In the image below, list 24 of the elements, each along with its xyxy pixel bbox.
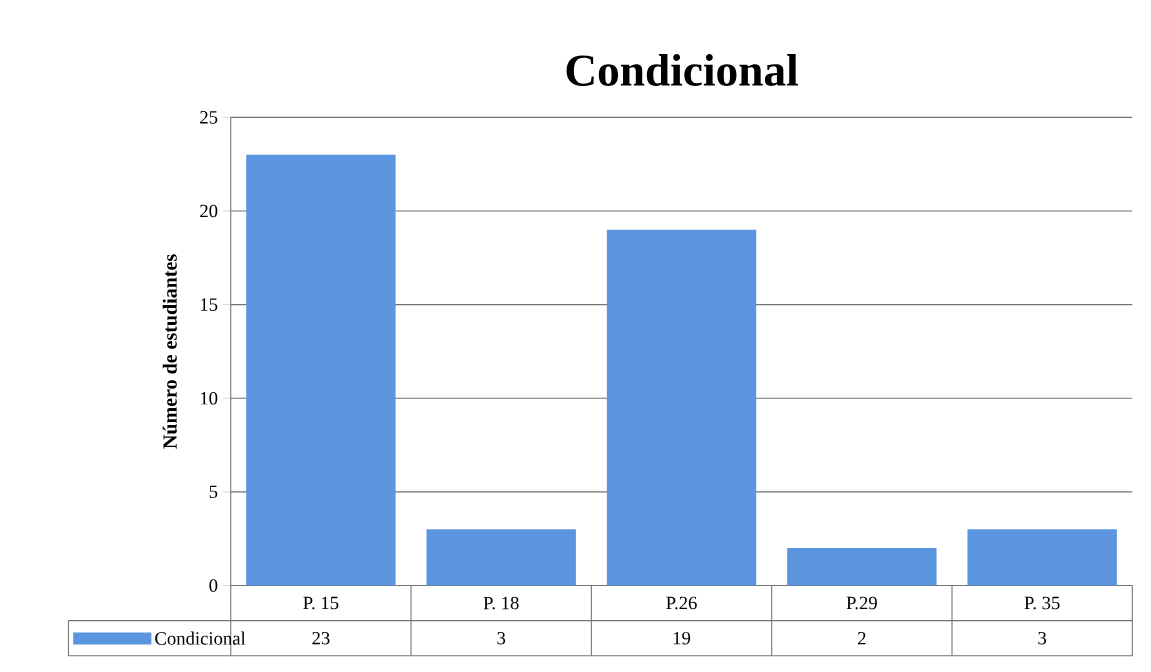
legend-label: Condicional [155, 631, 246, 645]
y-tick-label: 10 [200, 391, 218, 405]
bar [967, 529, 1117, 586]
chart-title: Condicional [566, 53, 798, 86]
data-label: 3 [1038, 631, 1047, 645]
data-label: 3 [497, 631, 506, 645]
bar [426, 529, 576, 586]
y-tick-label: 20 [200, 204, 218, 218]
data-label: 19 [673, 631, 691, 645]
data-label: 23 [312, 631, 330, 645]
bar [246, 154, 396, 586]
y-tick-label: 5 [209, 485, 218, 498]
data-label: 2 [857, 631, 866, 645]
x-tick-label: P.29 [846, 596, 877, 610]
bar [787, 547, 937, 586]
bar [606, 229, 757, 586]
x-tick-label: P. 15 [303, 596, 339, 610]
x-tick-label: P. 35 [1024, 596, 1060, 610]
y-axis-title: Número de estudiantes [162, 254, 177, 449]
x-tick-label: P.26 [666, 596, 697, 610]
y-tick-label: 15 [200, 298, 218, 311]
y-tick-label: 25 [200, 111, 218, 124]
y-tick-label: 0 [209, 579, 218, 592]
x-tick-label: P. 18 [483, 596, 519, 610]
